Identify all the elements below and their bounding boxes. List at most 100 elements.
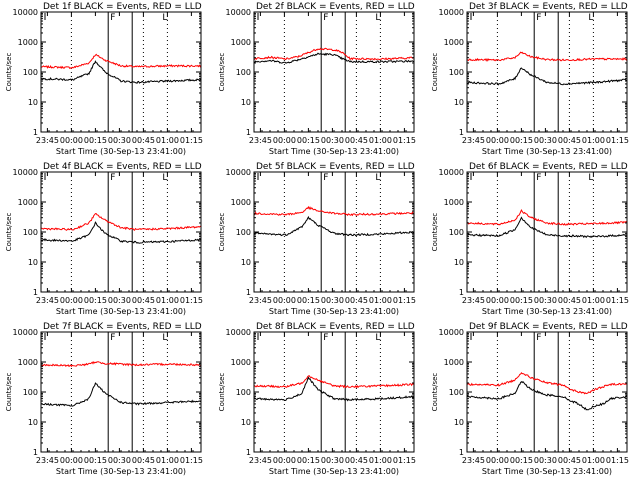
x-tick-label: 01:15 bbox=[606, 456, 629, 465]
x-tick-label: 00:30 bbox=[108, 136, 131, 145]
x-tick-label: 00:45 bbox=[558, 296, 581, 305]
y-tick-label: 10 bbox=[28, 258, 38, 267]
x-tick-label: 01:00 bbox=[156, 456, 179, 465]
x-tick-label: 00:45 bbox=[345, 456, 368, 465]
plot-frame bbox=[466, 171, 628, 293]
marker-label: L bbox=[162, 13, 167, 23]
marker-label: F bbox=[323, 333, 328, 343]
plot-frame bbox=[253, 11, 415, 133]
events-series-line bbox=[253, 52, 415, 64]
lld-series-line bbox=[40, 213, 202, 231]
x-tick-label: 01:00 bbox=[369, 296, 392, 305]
x-tick-label: 00:30 bbox=[321, 136, 344, 145]
x-tick-label: 00:15 bbox=[510, 136, 533, 145]
y-axis-label: Counts/sec bbox=[218, 373, 226, 412]
marker-label: F bbox=[110, 173, 115, 183]
x-tick-label: 00:00 bbox=[273, 136, 296, 145]
x-tick-label: 00:00 bbox=[273, 296, 296, 305]
x-tick-label: 01:15 bbox=[393, 456, 416, 465]
y-tick-label: 1 bbox=[459, 128, 464, 137]
x-axis-label: Start Time (30-Sep-13 23:41:00) bbox=[269, 147, 399, 156]
y-tick-label: 100 bbox=[23, 228, 38, 237]
x-tick-label: 00:30 bbox=[108, 296, 131, 305]
y-tick-label: 1000 bbox=[444, 358, 464, 367]
panel-title: Det 9f BLACK = Events, RED = LLD bbox=[469, 322, 628, 332]
y-tick-label: 100 bbox=[449, 228, 464, 237]
y-tick-label: 10000 bbox=[226, 328, 251, 337]
x-axis-label: Start Time (30-Sep-13 23:41:00) bbox=[269, 467, 399, 476]
x-tick-label: 00:15 bbox=[84, 136, 107, 145]
y-tick-label: 1 bbox=[33, 288, 38, 297]
x-tick-label: 00:00 bbox=[60, 456, 83, 465]
lld-series-line bbox=[253, 375, 415, 389]
x-tick-label: 00:45 bbox=[558, 136, 581, 145]
y-axis-label: Counts/sec bbox=[5, 373, 13, 412]
plot-frame bbox=[253, 171, 415, 293]
y-tick-label: 10000 bbox=[439, 8, 464, 17]
x-tick-label: 23:45 bbox=[36, 456, 59, 465]
y-tick-label: 1000 bbox=[18, 198, 38, 207]
x-axis-label: Start Time (30-Sep-13 23:41:00) bbox=[482, 147, 612, 156]
marker-label: L bbox=[162, 173, 167, 183]
lld-series-line bbox=[40, 360, 202, 368]
y-tick-label: 1 bbox=[459, 448, 464, 457]
y-tick-label: 10000 bbox=[13, 168, 38, 177]
y-tick-label: 1 bbox=[246, 288, 251, 297]
x-tick-label: 00:45 bbox=[132, 296, 155, 305]
y-axis-label: Counts/sec bbox=[5, 53, 13, 92]
x-axis-label: Start Time (30-Sep-13 23:41:00) bbox=[56, 147, 186, 156]
panel-title: Det 6f BLACK = Events, RED = LLD bbox=[469, 162, 628, 172]
x-tick-label: 00:15 bbox=[510, 296, 533, 305]
lld-series-line bbox=[466, 209, 628, 226]
x-tick-label: 01:00 bbox=[582, 136, 605, 145]
y-tick-label: 10000 bbox=[226, 8, 251, 17]
y-tick-label: 1 bbox=[459, 288, 464, 297]
x-tick-label: 01:15 bbox=[180, 136, 203, 145]
events-series-line bbox=[253, 376, 415, 402]
x-tick-label: 01:15 bbox=[180, 296, 203, 305]
marker-label: F bbox=[536, 13, 541, 23]
plot-frame bbox=[40, 171, 202, 293]
x-tick-label: 23:45 bbox=[462, 456, 485, 465]
x-tick-label: 00:30 bbox=[321, 456, 344, 465]
marker-label: F bbox=[323, 173, 328, 183]
plot-frame bbox=[466, 331, 628, 453]
marker-label: F bbox=[110, 13, 115, 23]
x-tick-label: 00:15 bbox=[297, 136, 320, 145]
x-tick-label: 00:00 bbox=[273, 456, 296, 465]
y-tick-label: 100 bbox=[23, 68, 38, 77]
x-tick-label: 00:00 bbox=[486, 456, 509, 465]
x-tick-label: 01:00 bbox=[582, 296, 605, 305]
y-tick-label: 100 bbox=[236, 68, 251, 77]
x-tick-label: 23:45 bbox=[462, 296, 485, 305]
y-tick-label: 10 bbox=[241, 418, 251, 427]
events-series-line bbox=[40, 382, 202, 407]
x-tick-label: 23:45 bbox=[249, 296, 272, 305]
y-axis-label: Counts/sec bbox=[431, 213, 439, 252]
marker-label: L bbox=[588, 173, 593, 183]
marker-label: L bbox=[162, 333, 167, 343]
marker-label: L bbox=[375, 13, 380, 23]
y-axis-label: Counts/sec bbox=[218, 53, 226, 92]
x-tick-label: 00:45 bbox=[345, 136, 368, 145]
x-tick-label: 00:15 bbox=[84, 456, 107, 465]
x-tick-label: 01:00 bbox=[156, 136, 179, 145]
y-tick-label: 10000 bbox=[226, 168, 251, 177]
y-tick-label: 100 bbox=[236, 388, 251, 397]
x-tick-label: 23:45 bbox=[249, 136, 272, 145]
y-tick-label: 1 bbox=[246, 128, 251, 137]
x-tick-label: 01:00 bbox=[156, 296, 179, 305]
y-tick-label: 10 bbox=[454, 258, 464, 267]
x-tick-label: 01:15 bbox=[180, 456, 203, 465]
y-tick-label: 10 bbox=[28, 418, 38, 427]
y-tick-label: 10000 bbox=[13, 328, 38, 337]
panel-title: Det 1f BLACK = Events, RED = LLD bbox=[43, 2, 202, 12]
x-tick-label: 01:15 bbox=[393, 296, 416, 305]
x-tick-label: 00:45 bbox=[345, 296, 368, 305]
y-axis-label: Counts/sec bbox=[431, 373, 439, 412]
y-tick-label: 1 bbox=[33, 448, 38, 457]
x-axis-label: Start Time (30-Sep-13 23:41:00) bbox=[56, 467, 186, 476]
lld-series-line bbox=[466, 51, 628, 62]
x-tick-label: 00:30 bbox=[534, 136, 557, 145]
y-tick-label: 10000 bbox=[13, 8, 38, 17]
